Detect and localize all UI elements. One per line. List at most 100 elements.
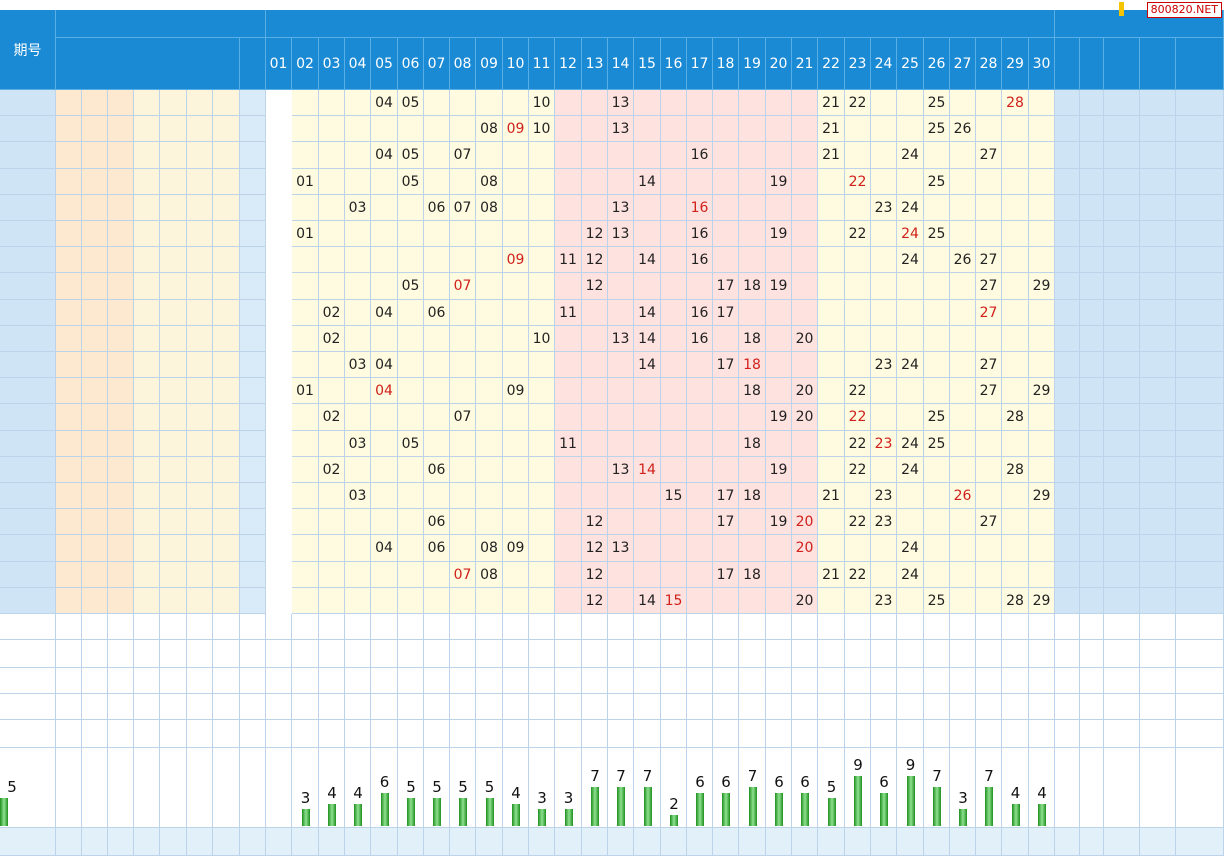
trend-cell — [661, 247, 687, 273]
analysis-sum — [1104, 535, 1140, 562]
trend-cell: 17 — [713, 562, 739, 588]
empty-cell — [503, 614, 529, 640]
trend-cell: 23 — [871, 195, 897, 221]
basic-number — [134, 169, 160, 195]
basic-number — [82, 247, 108, 273]
trend-cell — [529, 457, 555, 483]
analysis-sum — [1104, 562, 1140, 588]
empty-cell — [582, 694, 608, 720]
trend-cell — [529, 562, 555, 588]
trend-cell — [319, 431, 345, 457]
trend-cell: 09 — [503, 535, 529, 562]
trend-cell: 10 — [529, 116, 555, 142]
trend-cell — [766, 483, 792, 509]
empty-cell — [1002, 640, 1029, 668]
empty-cell — [1002, 668, 1029, 694]
empty-cell — [871, 720, 897, 748]
trend-cell: 26 — [950, 483, 976, 509]
trend-cell — [476, 300, 503, 326]
trend-cell — [845, 273, 871, 300]
row-issue — [0, 221, 56, 247]
analysis-consec — [1080, 300, 1104, 326]
empty-cell — [424, 614, 450, 640]
empty-cell — [82, 640, 108, 668]
basic-number — [108, 457, 134, 483]
empty-cell — [1104, 694, 1140, 720]
trend-cell — [1002, 352, 1029, 378]
stat-bar — [643, 787, 652, 826]
trend-cell — [739, 169, 766, 195]
stat-bar — [985, 787, 993, 826]
trend-cell — [924, 352, 950, 378]
trend-cell — [1029, 169, 1055, 195]
empty-cell — [319, 614, 345, 640]
analysis-repeat — [1055, 431, 1080, 457]
stat-count: 6 — [379, 773, 390, 791]
trend-cell — [503, 90, 529, 116]
trend-cell: 06 — [424, 300, 450, 326]
row-issue — [0, 142, 56, 169]
trend-cell — [845, 195, 871, 221]
footer-col-04 — [371, 828, 398, 856]
stat-count: 5 — [7, 778, 17, 796]
trend-cell — [950, 588, 976, 614]
special-number — [240, 326, 266, 352]
empty-cell — [1104, 828, 1140, 856]
analysis-oe — [1140, 90, 1176, 116]
analysis-oe — [1140, 116, 1176, 142]
basic-number — [108, 483, 134, 509]
footer-col-22 — [845, 828, 871, 856]
analysis-consec — [1080, 116, 1104, 142]
trend-cell — [476, 483, 503, 509]
trend-cell — [924, 535, 950, 562]
trend-cell — [766, 562, 792, 588]
trend-cell — [319, 562, 345, 588]
trend-cell: 07 — [450, 404, 476, 431]
trend-cell — [529, 378, 555, 404]
basic-number — [160, 562, 187, 588]
trend-cell — [818, 273, 845, 300]
empty-cell — [292, 614, 319, 640]
trend-cell — [424, 169, 450, 195]
trend-cell — [897, 116, 924, 142]
footer-col-14 — [634, 828, 661, 856]
empty-cell — [187, 748, 213, 828]
empty-cell — [450, 640, 476, 668]
trend-cell: 13 — [608, 457, 634, 483]
empty-cell — [424, 720, 450, 748]
stat-count: 5 — [406, 778, 416, 796]
empty-cell — [897, 640, 924, 668]
trend-cell: 19 — [766, 169, 792, 195]
empty-cell — [398, 694, 424, 720]
trend-cell — [687, 483, 713, 509]
basic-number — [187, 509, 213, 535]
empty-cell — [134, 748, 160, 828]
trend-cell — [424, 326, 450, 352]
trend-cell — [766, 431, 792, 457]
trend-cell — [739, 535, 766, 562]
empty-cell — [792, 614, 818, 640]
trend-cell — [582, 326, 608, 352]
basic-number — [108, 142, 134, 169]
trend-cell — [424, 116, 450, 142]
trend-cell: 28 — [1002, 404, 1029, 431]
trend-cell — [476, 588, 503, 614]
trend-cell — [398, 378, 424, 404]
trend-cell: 06 — [424, 457, 450, 483]
analysis-zone — [1176, 221, 1224, 247]
trend-cell — [529, 535, 555, 562]
trend-cell: 11 — [555, 431, 582, 457]
analysis-zone — [1176, 457, 1224, 483]
basic-number — [108, 378, 134, 404]
empty-cell — [950, 720, 976, 748]
empty-cell — [661, 694, 687, 720]
basic-number — [108, 431, 134, 457]
trend-cell — [845, 483, 871, 509]
footer-col-23 — [871, 828, 897, 856]
stat-bar — [591, 787, 599, 826]
row-issue — [0, 404, 56, 431]
trend-cell: 03 — [345, 431, 371, 457]
trend-cell: 29 — [1029, 378, 1055, 404]
trend-cell — [687, 169, 713, 195]
trend-cell: 14 — [634, 457, 661, 483]
